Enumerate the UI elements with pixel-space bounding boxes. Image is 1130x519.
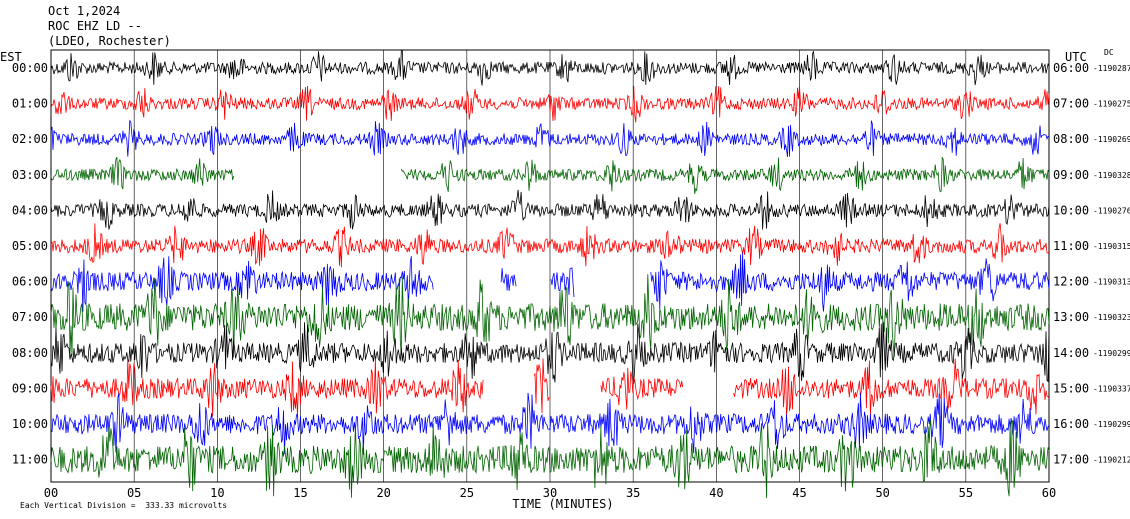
trace-0800: [50, 321, 1050, 384]
x-tick-label: 05: [127, 486, 141, 500]
scale-note: Each Vertical Division = 333.33 microvol…: [20, 501, 228, 510]
trace-1000: [50, 392, 1050, 455]
row-dc-label: -1190299: [1093, 349, 1130, 358]
x-tick-label: 55: [959, 486, 973, 500]
x-tick-label: 45: [792, 486, 806, 500]
row-utc-label: 14:00: [1053, 346, 1089, 360]
row-est-label: 06:00: [12, 275, 48, 289]
row-est-label: 04:00: [12, 203, 48, 217]
row-dc-label: -1190315: [1093, 242, 1130, 251]
x-tick-label: 50: [875, 486, 889, 500]
x-axis-title: TIME (MINUTES): [512, 497, 613, 511]
est-label: EST: [0, 50, 22, 64]
row-dc-label: -1190269: [1093, 135, 1130, 144]
row-dc-label: -1190212: [1093, 456, 1130, 465]
x-tick-label: 20: [376, 486, 390, 500]
utc-label: UTC: [1065, 50, 1087, 64]
row-est-label: 01:00: [12, 97, 48, 111]
row-est-label: 00:00: [12, 61, 48, 75]
trace-1100: [50, 419, 1050, 499]
row-dc-label: -1190287: [1093, 64, 1130, 73]
trace-0200: [50, 119, 1050, 157]
row-utc-label: 08:00: [1053, 132, 1089, 146]
row-est-label: 03:00: [12, 168, 48, 182]
row-est-label: 11:00: [12, 453, 48, 467]
x-tick-label: 40: [709, 486, 723, 500]
x-tick-label: 35: [626, 486, 640, 500]
row-dc-label: -1190337: [1093, 384, 1130, 393]
row-est-label: 08:00: [12, 346, 48, 360]
row-utc-label: 10:00: [1053, 203, 1089, 217]
row-est-label: 07:00: [12, 310, 48, 324]
row-dc-label: -1190328: [1093, 171, 1130, 180]
trace-0900: [50, 358, 1050, 418]
row-utc-label: 07:00: [1053, 97, 1089, 111]
row-utc-label: 13:00: [1053, 310, 1089, 324]
row-utc-label: 09:00: [1053, 168, 1089, 182]
row-utc-label: 12:00: [1053, 275, 1089, 289]
trace-0300: [50, 156, 1050, 194]
row-est-label: 02:00: [12, 132, 48, 146]
trace-0000: [50, 49, 1050, 86]
x-tick-label: 00: [44, 486, 58, 500]
trace-0600: [50, 252, 1050, 312]
row-utc-label: 16:00: [1053, 417, 1089, 431]
row-est-label: 10:00: [12, 417, 48, 431]
x-tick-label: 10: [210, 486, 224, 500]
trace-0100: [50, 85, 1050, 123]
row-dc-label: -1190276: [1093, 206, 1130, 215]
row-utc-label: 11:00: [1053, 239, 1089, 253]
trace-0500: [50, 223, 1050, 268]
row-dc-label: -1190323: [1093, 313, 1130, 322]
dc-label: DC: [1104, 48, 1114, 57]
station-date: Oct 1,2024: [48, 4, 121, 18]
row-dc-label: -1190299: [1093, 420, 1130, 429]
x-tick-label: 15: [293, 486, 307, 500]
x-tick-label: 30: [543, 486, 557, 500]
row-utc-label: 17:00: [1053, 453, 1089, 467]
row-dc-label: -1190313: [1093, 278, 1130, 287]
x-tick-label: 25: [460, 486, 474, 500]
station-network: (LDEO, Rochester): [48, 34, 171, 48]
row-est-label: 09:00: [12, 381, 48, 395]
x-tick-label: 60: [1042, 486, 1056, 500]
row-utc-label: 15:00: [1053, 381, 1089, 395]
trace-0400: [50, 189, 1050, 230]
row-est-label: 05:00: [12, 239, 48, 253]
row-dc-label: -1190275: [1093, 100, 1130, 109]
row-utc-label: 06:00: [1053, 61, 1089, 75]
trace-0700: [50, 274, 1050, 358]
station-channel: ROC EHZ LD --: [48, 19, 142, 33]
